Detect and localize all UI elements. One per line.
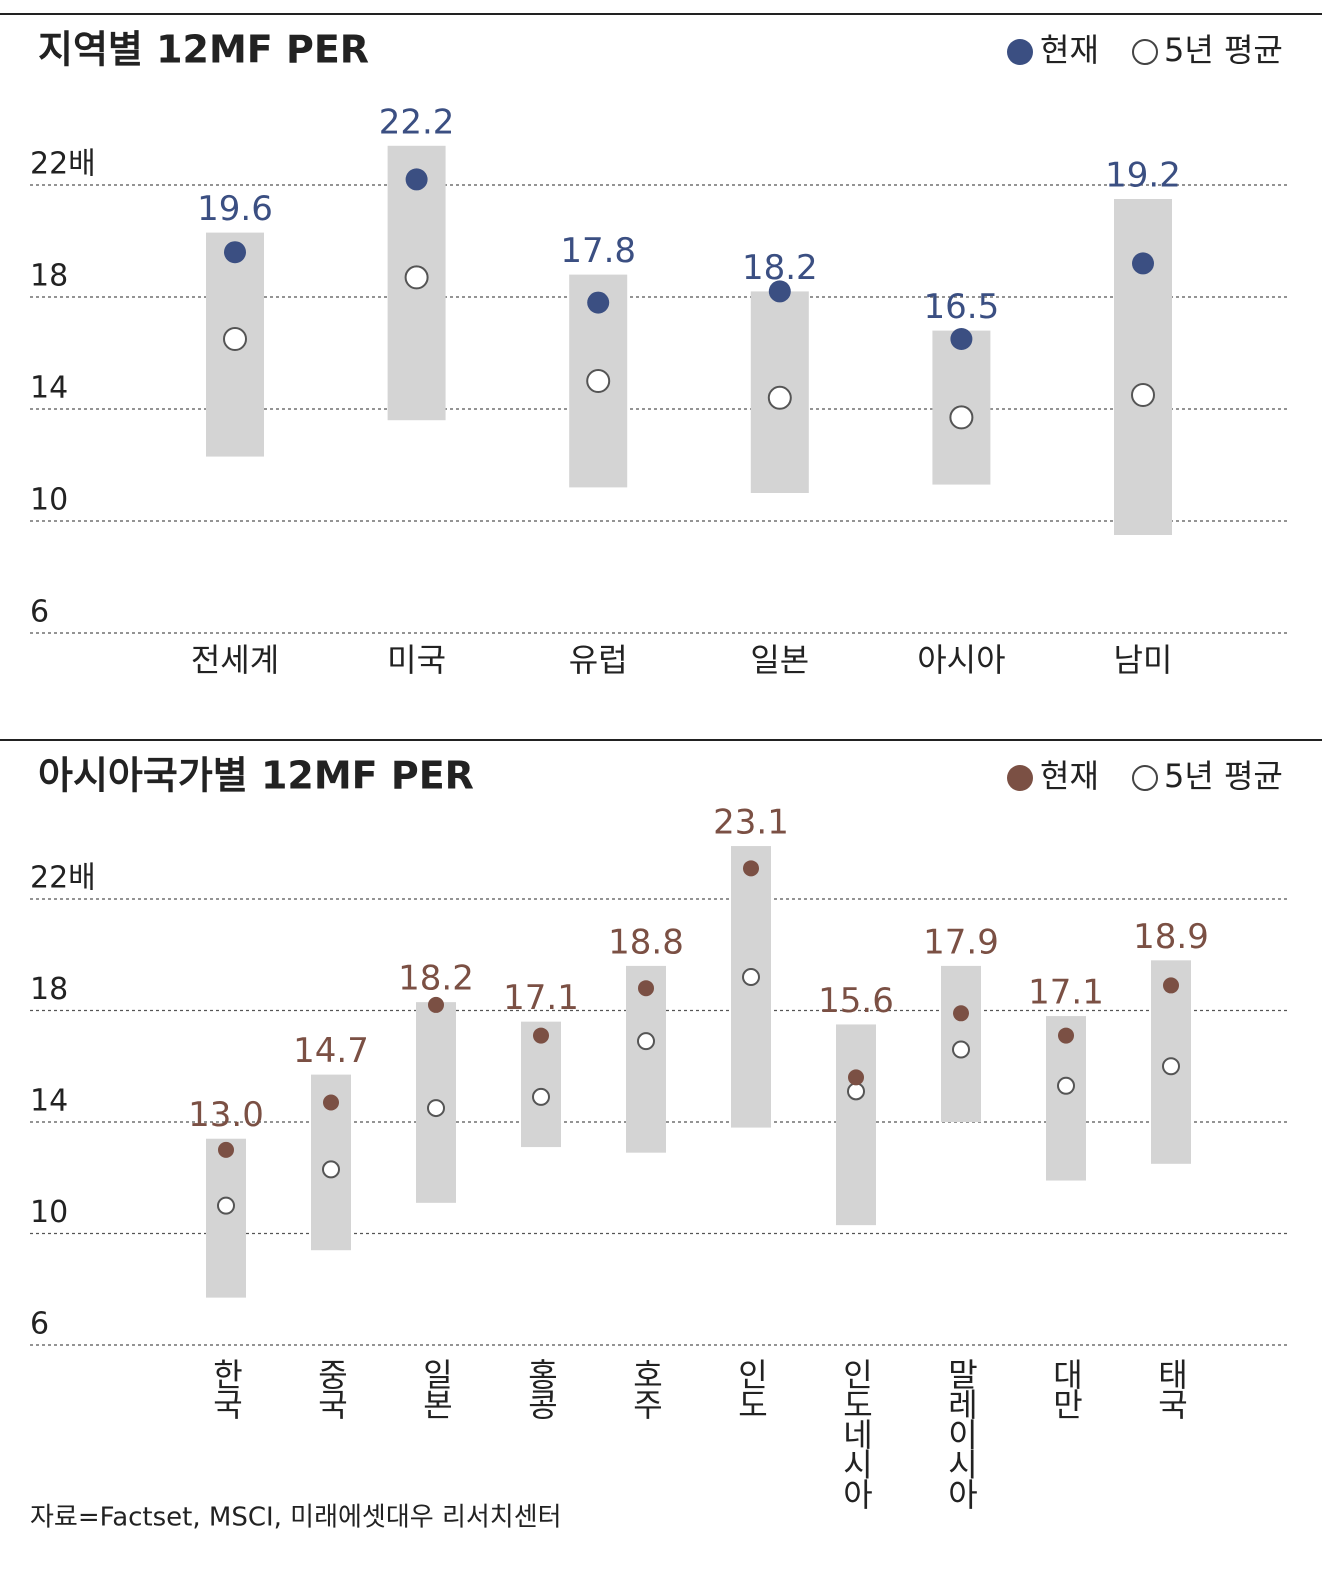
current-dot xyxy=(638,980,654,997)
average-dot xyxy=(217,1196,235,1215)
value-label: 13.0 xyxy=(188,1095,264,1135)
current-dot xyxy=(1132,252,1154,275)
x-tick-label: 홍콩 xyxy=(522,1358,560,1419)
average-dot xyxy=(767,385,792,410)
current-dot xyxy=(323,1094,339,1111)
average-dot xyxy=(586,369,611,393)
average-dot xyxy=(1162,1057,1180,1076)
y-tick-label: 6 xyxy=(30,595,49,630)
x-tick-label: 일본 xyxy=(417,1358,455,1419)
current-dot xyxy=(950,328,973,350)
value-label: 18.2 xyxy=(742,248,818,288)
chart-title: 아시아국가별 12MF PER xyxy=(38,754,474,798)
y-tick-label: 22배 xyxy=(30,861,96,896)
current-dot xyxy=(587,291,610,314)
current-dot xyxy=(405,168,428,191)
current-dot xyxy=(1163,977,1179,994)
x-tick-label: 인도 xyxy=(732,1358,770,1418)
x-tick-label: 중국 xyxy=(312,1358,350,1420)
value-label: 17.1 xyxy=(503,978,579,1018)
x-tick-label: 전세계 xyxy=(191,641,279,679)
y-tick-label: 14 xyxy=(30,1084,68,1119)
current-dot xyxy=(1058,1027,1074,1044)
y-tick-label: 18 xyxy=(30,259,68,294)
average-dot xyxy=(532,1087,550,1106)
y-tick-label: 22배 xyxy=(30,147,96,182)
average-dot xyxy=(223,327,247,351)
current-dot xyxy=(768,280,791,303)
legend-label: 현재 xyxy=(1040,757,1099,795)
y-tick-label: 14 xyxy=(30,371,68,406)
legend-label: 5년 평균 xyxy=(1164,31,1283,69)
current-dot xyxy=(218,1141,234,1158)
value-label: 18.8 xyxy=(608,922,684,962)
x-tick-label: 한국 xyxy=(207,1358,245,1420)
range-bar xyxy=(836,1024,876,1226)
range-bar xyxy=(731,846,771,1128)
chart-title: 지역별 12MF PER xyxy=(38,28,369,72)
legend-marker xyxy=(1007,39,1033,65)
value-label: 14.7 xyxy=(293,1031,369,1071)
average-dot xyxy=(847,1082,865,1101)
average-dot xyxy=(742,968,760,987)
current-dot xyxy=(428,996,444,1013)
average-dot xyxy=(404,265,429,290)
x-tick-label: 호주 xyxy=(627,1358,665,1420)
current-dot xyxy=(953,1005,969,1022)
average-dot xyxy=(1131,383,1155,407)
x-tick-label: 남미 xyxy=(1114,641,1173,679)
legend-marker xyxy=(1007,765,1033,791)
current-dot xyxy=(224,241,246,264)
range-bar xyxy=(626,965,666,1153)
x-tick-label: 대만 xyxy=(1047,1358,1085,1419)
source: 자료=Factset, MSCI, 미래에셋대우 리서치센터 xyxy=(30,1503,562,1533)
average-dot xyxy=(1057,1076,1075,1095)
x-tick-label: 인도네시아 xyxy=(837,1358,875,1510)
y-tick-label: 18 xyxy=(30,972,68,1007)
x-tick-label: 일본 xyxy=(750,641,809,679)
value-label: 16.5 xyxy=(924,287,1000,327)
value-label: 23.1 xyxy=(713,803,789,843)
y-tick-label: 10 xyxy=(30,1195,68,1230)
legend-label: 5년 평균 xyxy=(1164,757,1283,795)
legend-marker xyxy=(1132,765,1158,791)
value-label: 17.1 xyxy=(1028,973,1104,1013)
value-label: 17.9 xyxy=(923,922,999,962)
value-label: 15.6 xyxy=(818,981,894,1021)
value-label: 22.2 xyxy=(379,102,455,142)
current-dot xyxy=(848,1069,864,1086)
average-dot xyxy=(637,1032,655,1051)
y-tick-label: 10 xyxy=(30,483,68,518)
range-bar xyxy=(206,1138,246,1298)
x-tick-label: 미국 xyxy=(387,641,446,679)
x-tick-label: 아시아 xyxy=(917,641,1005,679)
y-tick-label: 6 xyxy=(30,1307,49,1342)
current-dot xyxy=(743,860,759,877)
value-label: 18.9 xyxy=(1133,917,1209,957)
x-tick-label: 태국 xyxy=(1152,1358,1190,1420)
average-dot xyxy=(322,1160,340,1179)
value-label: 19.6 xyxy=(197,189,273,229)
range-bar xyxy=(1114,199,1172,535)
value-label: 19.2 xyxy=(1105,156,1181,196)
legend-label: 현재 xyxy=(1040,31,1099,69)
average-dot xyxy=(952,1040,970,1059)
legend-marker xyxy=(1132,39,1158,65)
average-dot xyxy=(949,405,974,430)
x-tick-label: 유럽 xyxy=(569,641,628,679)
x-tick-label: 말레이시아 xyxy=(942,1358,980,1510)
value-label: 17.8 xyxy=(560,231,636,271)
value-label: 18.2 xyxy=(398,959,474,999)
current-dot xyxy=(533,1027,549,1044)
average-dot xyxy=(427,1099,445,1118)
